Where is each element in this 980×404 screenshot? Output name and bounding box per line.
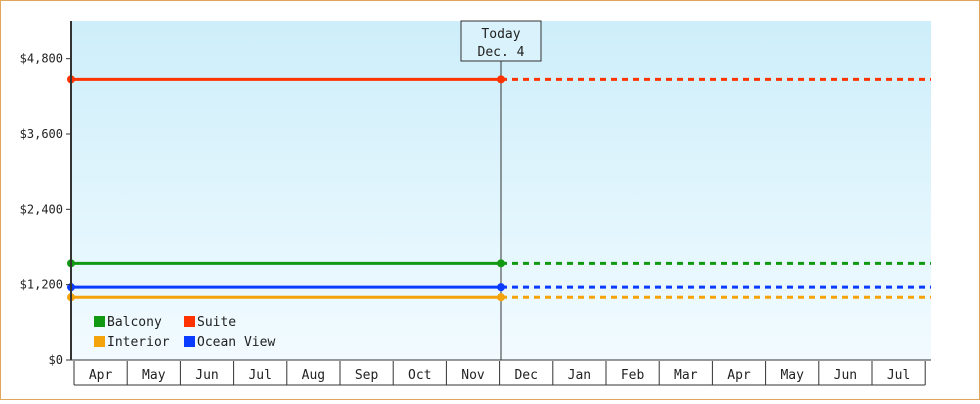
legend-label: Suite — [197, 315, 236, 330]
x-tick-label: Dec — [514, 368, 537, 383]
legend-label: Balcony — [107, 315, 162, 330]
x-tick-label: Jul — [248, 368, 271, 383]
today-label-line1: Today — [481, 27, 520, 42]
x-tick-label: Aug — [302, 368, 325, 383]
series-today-point — [497, 75, 505, 84]
y-tick-label: $2,400 — [20, 202, 63, 216]
series-interior — [67, 293, 931, 302]
axes: $0 $1,200 $2,400 $3,600 $4,800 Apr May Jun Jul Au… — [20, 21, 931, 386]
x-tick-label: Oct — [408, 368, 431, 383]
x-tick-label: May — [780, 368, 804, 383]
y-tick-label: $4,800 — [20, 52, 63, 66]
x-tick-label: Feb — [621, 368, 645, 383]
y-tick-label: $3,600 — [20, 127, 63, 141]
today-label-line2: Dec. 4 — [478, 45, 525, 60]
x-tick-label: Jun — [834, 368, 857, 383]
x-tick-label: Apr — [727, 368, 751, 383]
x-tick-label: Jul — [887, 368, 910, 383]
x-tick-label: May — [142, 368, 166, 383]
legend-swatch — [184, 316, 195, 327]
x-tick-label: Sep — [355, 368, 379, 383]
y-tick-label: $0 — [49, 353, 63, 367]
series-today-point — [497, 283, 505, 292]
legend-label: Ocean View — [197, 335, 275, 350]
x-tick-label: Jun — [195, 368, 218, 383]
x-tick-label: Mar — [674, 368, 698, 383]
y-tick-label: $1,200 — [20, 278, 63, 292]
series-layer — [67, 75, 931, 302]
series-suite — [67, 75, 931, 84]
series-ocean-view — [67, 283, 931, 292]
series-today-point — [497, 293, 505, 302]
x-tick-label: Apr — [89, 368, 113, 383]
series-today-point — [497, 259, 505, 268]
x-tick-label: Nov — [461, 368, 485, 383]
legend-swatch — [184, 336, 195, 347]
legend: Balcony Suite Interior Ocean View — [94, 315, 275, 350]
legend-swatch — [94, 336, 105, 347]
legend-swatch — [94, 316, 105, 327]
legend-label: Interior — [107, 335, 170, 350]
today-label-box — [460, 20, 542, 62]
today-marker: Today Dec. 4 — [460, 20, 542, 360]
x-tick-label: Jan — [568, 368, 591, 383]
